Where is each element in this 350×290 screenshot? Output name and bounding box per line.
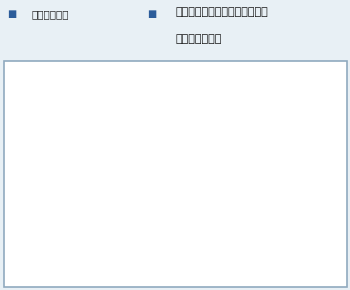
Ellipse shape [101, 157, 249, 202]
Text: ■: ■ [147, 9, 156, 19]
Ellipse shape [101, 156, 249, 200]
Polygon shape [107, 200, 183, 254]
Text: 土砂災害が起きる前に自発的に: 土砂災害が起きる前に自発的に [175, 7, 268, 17]
Polygon shape [175, 158, 249, 193]
Ellipse shape [101, 158, 249, 202]
Text: ■: ■ [7, 9, 16, 19]
Ellipse shape [101, 155, 249, 199]
Ellipse shape [101, 153, 249, 198]
Ellipse shape [101, 153, 249, 197]
Text: 全員が誘い
合って避難
するだろう
9.2%: 全員が誘い 合って避難 するだろう 9.2% [283, 68, 307, 110]
Ellipse shape [101, 151, 249, 196]
Polygon shape [101, 160, 175, 189]
Text: 避難する可能性: 避難する可能性 [175, 34, 221, 44]
Ellipse shape [101, 155, 249, 200]
Polygon shape [175, 180, 236, 200]
Polygon shape [175, 180, 210, 202]
Wedge shape [101, 105, 175, 200]
Ellipse shape [101, 155, 249, 200]
Text: ほとんどの人が
自発的に避難
するだろう
24.0%: ほとんどの人が 自発的に避難 するだろう 24.0% [283, 145, 316, 187]
Text: 自発的に避難する
人は少ないだろう
20.5%: 自発的に避難する 人は少ないだろう 20.5% [237, 240, 275, 271]
Ellipse shape [101, 152, 249, 196]
Polygon shape [183, 237, 210, 254]
Wedge shape [142, 97, 184, 171]
Ellipse shape [101, 153, 249, 197]
Ellipse shape [101, 154, 249, 198]
Text: 無回答
34.3%: 無回答 34.3% [42, 102, 67, 122]
Polygon shape [236, 174, 249, 222]
Ellipse shape [101, 158, 249, 202]
Text: 自発的に避難する
人はほとんど
いないだろう
6.0%: 自発的に避難する 人はほとんど いないだろう 6.0% [124, 237, 162, 280]
Wedge shape [107, 171, 183, 245]
Ellipse shape [101, 151, 249, 195]
Ellipse shape [101, 150, 249, 194]
Polygon shape [142, 158, 184, 180]
Wedge shape [175, 97, 249, 213]
Ellipse shape [101, 149, 249, 194]
Wedge shape [175, 171, 236, 237]
Ellipse shape [101, 157, 249, 201]
Polygon shape [107, 180, 183, 202]
Text: わからない
7.8%: わからない 7.8% [43, 159, 67, 179]
Ellipse shape [101, 151, 249, 195]
Polygon shape [210, 213, 236, 246]
Wedge shape [175, 171, 210, 245]
Polygon shape [101, 172, 107, 209]
Text: 図３－３－６: 図３－３－６ [32, 9, 69, 19]
